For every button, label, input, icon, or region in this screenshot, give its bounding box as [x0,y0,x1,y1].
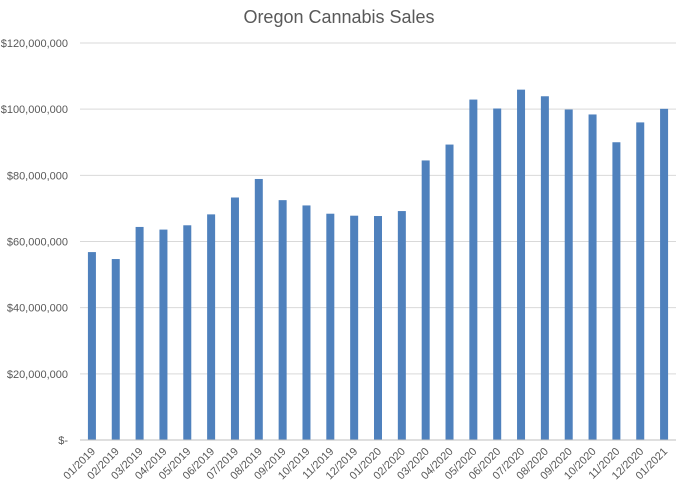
bar-03-2020 [421,160,430,440]
bar-01-2020 [374,216,382,440]
y-tick-label: $40,000,000 [7,303,68,315]
bar-06-2019 [207,214,216,440]
chart-title: Oregon Cannabis Sales [243,7,434,27]
bar-12-2020 [636,122,645,441]
bar-11-2020 [612,142,621,440]
bar-09-2019 [278,200,287,440]
y-tick-label: $80,000,000 [7,170,68,182]
bar-09-2020 [564,109,573,440]
bars [87,89,669,441]
y-tick-label: $- [58,435,68,447]
y-axis-tick-labels: $- $20,000,000 $40,000,000 $60,000,000 $80,0… [1,38,69,447]
bar-04-2019 [159,229,168,440]
bar-10-2019 [302,205,311,440]
bar-08-2020 [540,96,549,441]
bar-04-2020 [445,144,454,440]
bar-05-2019 [183,225,192,440]
bar-08-2019 [254,178,263,440]
bar-02-2020 [397,211,406,440]
bar-06-2020 [493,108,502,440]
bar-01-2021 [660,108,669,441]
bar-07-2019 [230,197,239,440]
bar-05-2020 [469,99,478,440]
y-tick-label: $100,000,000 [1,104,68,116]
y-tick-label: $120,000,000 [1,38,68,50]
y-tick-label: $60,000,000 [7,237,68,249]
bar-03-2019 [135,226,144,440]
y-tick-label: $20,000,000 [7,369,68,381]
bar-12-2019 [350,215,359,440]
bar-07-2020 [517,89,526,441]
bar-10-2020 [588,114,597,441]
bar-11-2019 [326,213,335,440]
x-axis-tick-labels: 01/201902/201903/201904/201905/201906/20… [61,446,670,483]
bar-01-2019 [87,252,96,440]
bar-02-2019 [111,259,120,440]
